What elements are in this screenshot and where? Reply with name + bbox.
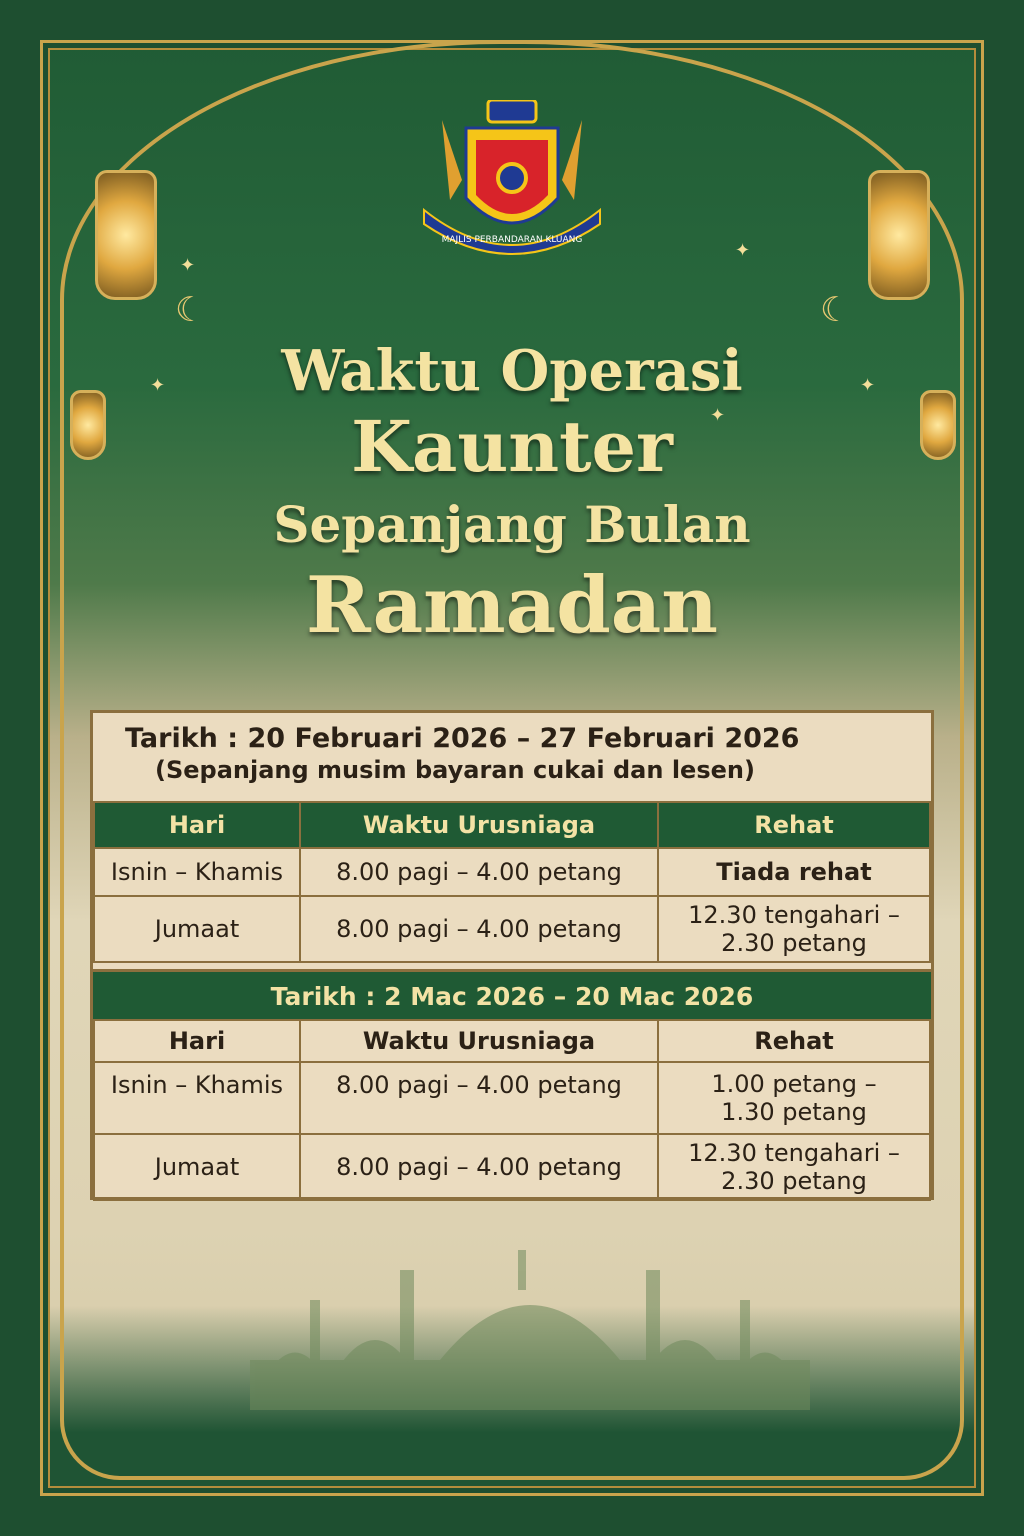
lantern-icon xyxy=(95,170,157,300)
cell-day: Isnin – Khamis xyxy=(93,1061,301,1135)
section1-header: Tarikh : 20 Februari 2026 – 27 Februari … xyxy=(93,713,931,801)
table-row: Isnin – Khamis 8.00 pagi – 4.00 petang T… xyxy=(93,847,931,897)
header-rehat: Rehat xyxy=(657,1019,931,1063)
table-row: Jumaat 8.00 pagi – 4.00 petang 12.30 ten… xyxy=(93,895,931,963)
section1-date: Tarikh : 20 Februari 2026 – 27 Februari … xyxy=(125,723,800,754)
section1-note: (Sepanjang musim bayaran cukai dan lesen… xyxy=(155,756,755,784)
cell-day: Isnin – Khamis xyxy=(93,847,301,897)
title-line-2: Kaunter xyxy=(351,405,673,488)
schedule-table: Tarikh : 20 Februari 2026 – 27 Februari … xyxy=(90,710,934,1201)
header-waktu: Waktu Urusniaga xyxy=(299,1019,659,1063)
cell-hours: 8.00 pagi – 4.00 petang xyxy=(299,895,659,963)
title-line-3: Sepanjang Bulan xyxy=(273,495,751,554)
section2-table: Hari Waktu Urusniaga Rehat Isnin – Khami… xyxy=(93,1019,931,1201)
lantern-icon xyxy=(868,170,930,300)
cell-break: 12.30 tengahari – 2.30 petang xyxy=(657,895,931,963)
table-row: Isnin – Khamis 8.00 pagi – 4.00 petang 1… xyxy=(93,1061,931,1135)
section2-date: Tarikh : 2 Mac 2026 – 20 Mac 2026 xyxy=(93,969,931,1019)
arch-border xyxy=(60,40,964,1480)
crescent-moon-icon: ☾ xyxy=(175,290,206,330)
header-row: Hari Waktu Urusniaga Rehat xyxy=(93,1019,931,1063)
star-icon: ✦ xyxy=(180,255,196,276)
cell-break: 12.30 tengahari – 2.30 petang xyxy=(657,1133,931,1201)
cell-hours: 8.00 pagi – 4.00 petang xyxy=(299,1133,659,1201)
star-icon: ✦ xyxy=(735,240,751,261)
cell-hours: 8.00 pagi – 4.00 petang xyxy=(299,847,659,897)
lantern-icon xyxy=(70,390,106,460)
table-row: Jumaat 8.00 pagi – 4.00 petang 12.30 ten… xyxy=(93,1133,931,1201)
header-rehat: Rehat xyxy=(657,801,931,849)
council-crest-logo: MAJLIS PERBANDARAN KLUANG xyxy=(423,100,601,255)
cell-break: 1.00 petang – 1.30 petang xyxy=(657,1061,931,1135)
section1-table: Hari Waktu Urusniaga Rehat Isnin – Khami… xyxy=(93,801,931,963)
cell-break: Tiada rehat xyxy=(657,847,931,897)
header-row: Hari Waktu Urusniaga Rehat xyxy=(93,801,931,849)
star-icon: ✦ xyxy=(860,375,876,396)
header-hari: Hari xyxy=(93,1019,301,1063)
logo-org-name: MAJLIS PERBANDARAN KLUANG xyxy=(442,235,583,245)
title-line-4: Ramadan xyxy=(305,560,718,651)
title-line-1: Waktu Operasi xyxy=(281,338,743,404)
cell-day: Jumaat xyxy=(93,895,301,963)
lantern-icon xyxy=(920,390,956,460)
star-icon: ✦ xyxy=(710,405,726,426)
header-waktu: Waktu Urusniaga xyxy=(299,801,659,849)
mosque-silhouette xyxy=(250,1250,810,1410)
crescent-moon-icon: ☾ xyxy=(820,290,851,330)
header-hari: Hari xyxy=(93,801,301,849)
cell-hours: 8.00 pagi – 4.00 petang xyxy=(299,1061,659,1135)
star-icon: ✦ xyxy=(150,375,166,396)
cell-day: Jumaat xyxy=(93,1133,301,1201)
